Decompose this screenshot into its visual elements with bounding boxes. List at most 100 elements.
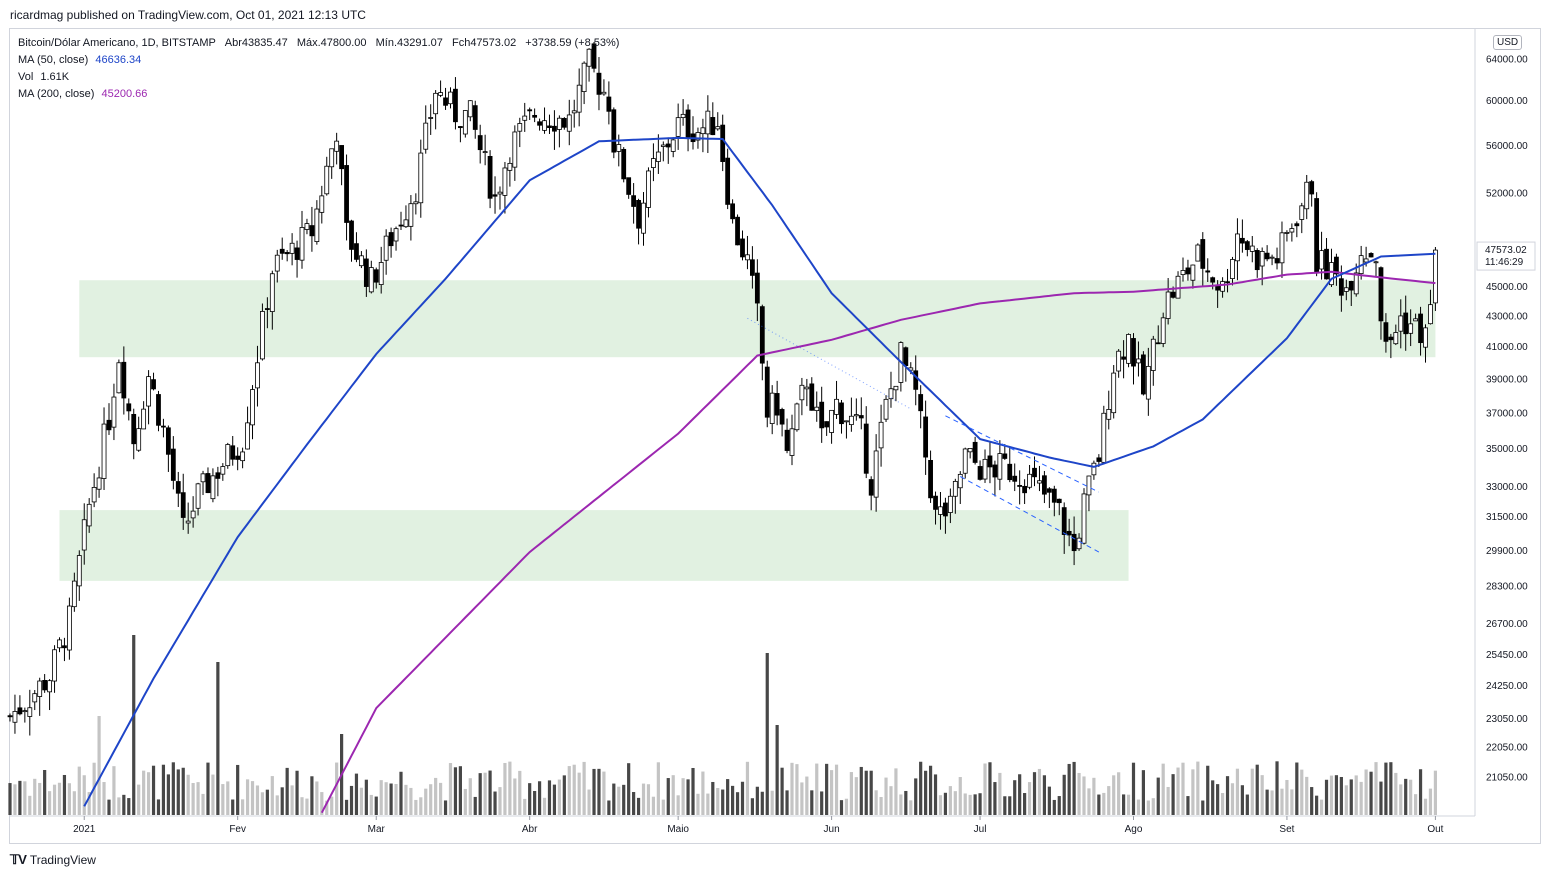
volume-bar xyxy=(1171,774,1175,815)
candle-body xyxy=(1418,313,1423,344)
volume-bar xyxy=(369,794,373,815)
volume-bar xyxy=(1275,761,1279,815)
candle-body xyxy=(438,92,443,96)
volume-bar xyxy=(815,763,819,815)
candle-body xyxy=(923,416,929,458)
candle-body xyxy=(1002,453,1008,459)
volume-bar xyxy=(1409,779,1413,815)
candle-body xyxy=(1338,278,1344,296)
candle-body xyxy=(1383,322,1389,342)
candle-body xyxy=(32,693,38,703)
volume-bar xyxy=(409,787,413,815)
candle-body xyxy=(947,495,953,513)
volume-bar xyxy=(1141,770,1145,815)
candle-body xyxy=(695,132,701,141)
candle-body xyxy=(408,203,414,227)
volume-bar xyxy=(953,791,957,815)
legend-ma200-row[interactable]: MA (200, close) 45200.66 xyxy=(18,86,619,103)
y-tick-label: 60000.00 xyxy=(1486,96,1528,107)
volume-bar xyxy=(97,716,101,815)
candle-body xyxy=(156,394,161,426)
volume-bar xyxy=(572,764,576,815)
candle-body xyxy=(393,228,399,242)
candle-body xyxy=(1066,530,1072,536)
y-tick-label: 41000.00 xyxy=(1486,342,1528,353)
candle-body xyxy=(1051,488,1057,503)
candle-body xyxy=(1037,480,1042,484)
candle-body xyxy=(1012,475,1018,482)
volume-bar xyxy=(587,789,591,815)
candle-body xyxy=(715,126,721,130)
candle-body xyxy=(373,269,379,283)
candle-body xyxy=(839,402,844,425)
volume-bar xyxy=(453,767,458,815)
x-tick-label: Set xyxy=(1279,824,1294,835)
volume-bar xyxy=(166,774,170,815)
ma50-line xyxy=(83,136,1436,807)
candle-body xyxy=(433,92,439,115)
volume-bar xyxy=(834,764,839,815)
volume-bar xyxy=(374,796,378,815)
candle-body xyxy=(492,194,498,197)
x-tick-label: Mar xyxy=(368,824,386,835)
candle-body xyxy=(175,481,181,494)
candle-body xyxy=(655,151,661,162)
candle-body xyxy=(576,84,582,113)
candle-body xyxy=(933,495,938,510)
candle-body xyxy=(779,409,785,425)
volume-bar xyxy=(661,799,665,815)
volume-bar xyxy=(52,784,57,815)
volume-bar xyxy=(1062,774,1066,815)
legend-ma50-row[interactable]: MA (50, close) 46636.34 xyxy=(18,52,619,69)
volume-bar xyxy=(1206,765,1210,815)
volume-bar xyxy=(1136,799,1141,815)
candle-body xyxy=(136,428,142,451)
x-tick-label: Abr xyxy=(522,824,538,835)
y-tick-label: 39000.00 xyxy=(1486,374,1528,385)
volume-bar xyxy=(656,762,660,815)
candle-body xyxy=(1210,277,1216,283)
volume-bar xyxy=(1072,761,1076,815)
volume-bar xyxy=(1260,775,1264,815)
volume-bar xyxy=(72,791,76,815)
candle-body xyxy=(299,227,305,261)
change-value: +3738.59 (+8.53%) xyxy=(525,37,620,49)
currency-badge[interactable]: USD xyxy=(1493,35,1523,50)
volume-bar xyxy=(864,770,868,815)
volume-bar xyxy=(23,781,27,815)
candle-body xyxy=(200,473,206,483)
volume-bar xyxy=(1230,783,1235,815)
volume-bar xyxy=(820,791,824,815)
candle-body xyxy=(1239,237,1245,244)
legend-vol-row[interactable]: Vol 1.61K xyxy=(18,69,619,86)
candle-body xyxy=(552,125,557,132)
candle-body xyxy=(893,385,899,391)
volume-bar xyxy=(344,799,349,815)
volume-bar xyxy=(577,772,581,815)
chart-frame[interactable] xyxy=(9,28,1541,844)
volume-bar xyxy=(379,780,383,815)
volume-bar xyxy=(181,767,185,815)
y-tick-label: 31500.00 xyxy=(1486,512,1528,523)
candle-body xyxy=(52,649,57,682)
candle-body xyxy=(754,272,760,304)
volume-bar xyxy=(1082,776,1086,815)
volume-bar xyxy=(280,787,284,815)
candle-body xyxy=(255,362,260,389)
footer-brand[interactable]: 𝕋V TradingView xyxy=(10,852,96,868)
volume-bar xyxy=(805,776,809,815)
volume-bar xyxy=(1003,796,1007,815)
candle-body xyxy=(245,422,250,450)
candle-body xyxy=(195,483,201,509)
candle-body xyxy=(799,384,805,401)
candle-body xyxy=(1353,272,1359,295)
vol-label: Vol xyxy=(18,71,34,83)
volume-bar xyxy=(47,791,52,815)
volume-bar xyxy=(320,792,324,815)
candle-body xyxy=(745,254,750,261)
candle-body xyxy=(675,117,681,137)
candle-body xyxy=(957,473,963,489)
candle-body xyxy=(987,455,993,468)
candle-body xyxy=(1071,533,1077,552)
